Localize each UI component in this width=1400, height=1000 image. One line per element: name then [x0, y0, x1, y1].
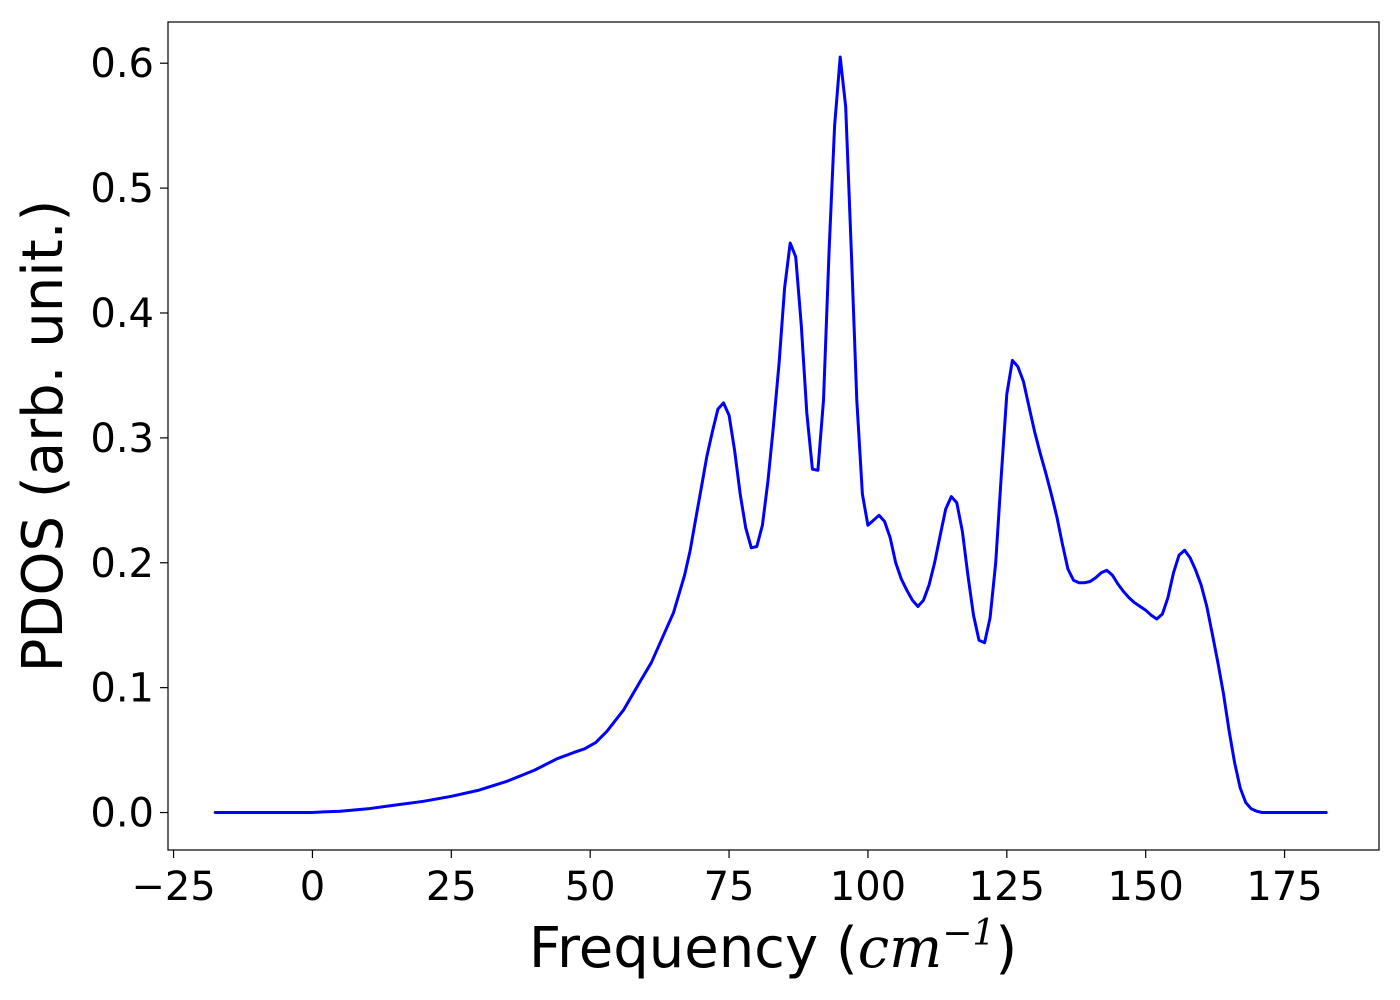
x-tick-label: 100 [830, 864, 906, 910]
x-axis-ticks: −25 0 25 50 75 100 125 150 175 [131, 850, 1323, 910]
x-tick-label: 50 [565, 864, 616, 910]
series-group [213, 55, 1328, 814]
y-tick-label: 0.1 [90, 666, 154, 712]
x-tick-label: −25 [131, 864, 215, 910]
y-tick-label: 0.2 [90, 541, 154, 587]
y-tick-label: 0.6 [90, 41, 154, 87]
y-tick-label: 0.5 [90, 166, 154, 212]
y-tick-label: 0.3 [90, 416, 154, 462]
x-axis-label: Frequency (cm−1) [529, 913, 1017, 981]
y-axis-ticks: 0.0 0.1 0.2 0.3 0.4 0.5 0.6 [90, 41, 168, 837]
x-tick-label: 150 [1108, 864, 1184, 910]
pdos-series-line [213, 55, 1328, 814]
plot-area: −25 0 25 50 75 100 125 150 175 0.00.10.20.30.40.… [90, 21, 1380, 910]
y-axis-label: PDOS (arb. unit.) [11, 200, 76, 673]
y-tick-label: 0.0 [90, 791, 154, 837]
x-tick-label: 0 [300, 864, 325, 910]
axes-frame [167, 21, 1380, 851]
y-tick-label: 0.4 [90, 291, 154, 337]
x-axis-unit: cm [858, 916, 942, 981]
x-tick-label: 125 [969, 864, 1045, 910]
x-tick-label: 75 [704, 864, 755, 910]
x-axis-unit-exponent: −1 [942, 913, 995, 954]
x-tick-label: 25 [426, 864, 477, 910]
x-tick-label: 175 [1246, 864, 1322, 910]
